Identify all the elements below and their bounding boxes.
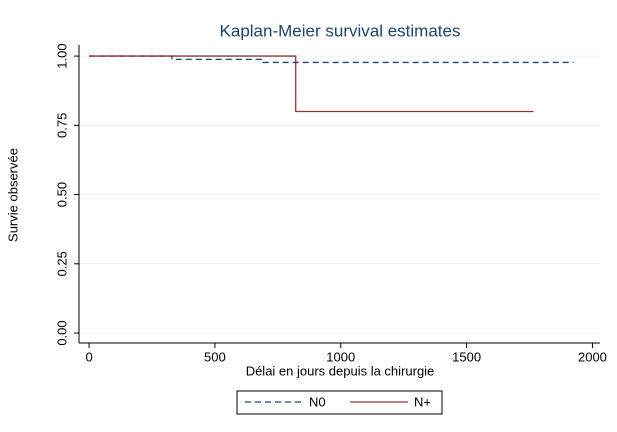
y-tick-label: 0.25 bbox=[54, 251, 69, 276]
y-tick-label: 1.00 bbox=[54, 43, 69, 68]
y-tick-label: 0.00 bbox=[54, 320, 69, 345]
survival-curve bbox=[89, 55, 574, 64]
x-tick-label: 0 bbox=[85, 349, 92, 364]
chart-title: Kaplan-Meier survival estimates bbox=[220, 21, 461, 40]
x-tick-label: 1500 bbox=[452, 349, 481, 364]
x-tick-label: 500 bbox=[204, 349, 226, 364]
legend-label: N0 bbox=[309, 394, 326, 409]
legend bbox=[236, 390, 443, 415]
legend-label: N+ bbox=[414, 394, 431, 409]
x-axis-label: Délai en jours depuis la chirurgie bbox=[246, 363, 435, 378]
y-tick-label: 0.75 bbox=[54, 113, 69, 138]
y-tick-label: 0.50 bbox=[54, 182, 69, 207]
survival-curve bbox=[89, 55, 534, 113]
y-axis-label: Survie observée bbox=[5, 148, 20, 242]
x-tick-label: 1000 bbox=[326, 349, 355, 364]
x-tick-label: 2000 bbox=[578, 349, 607, 364]
